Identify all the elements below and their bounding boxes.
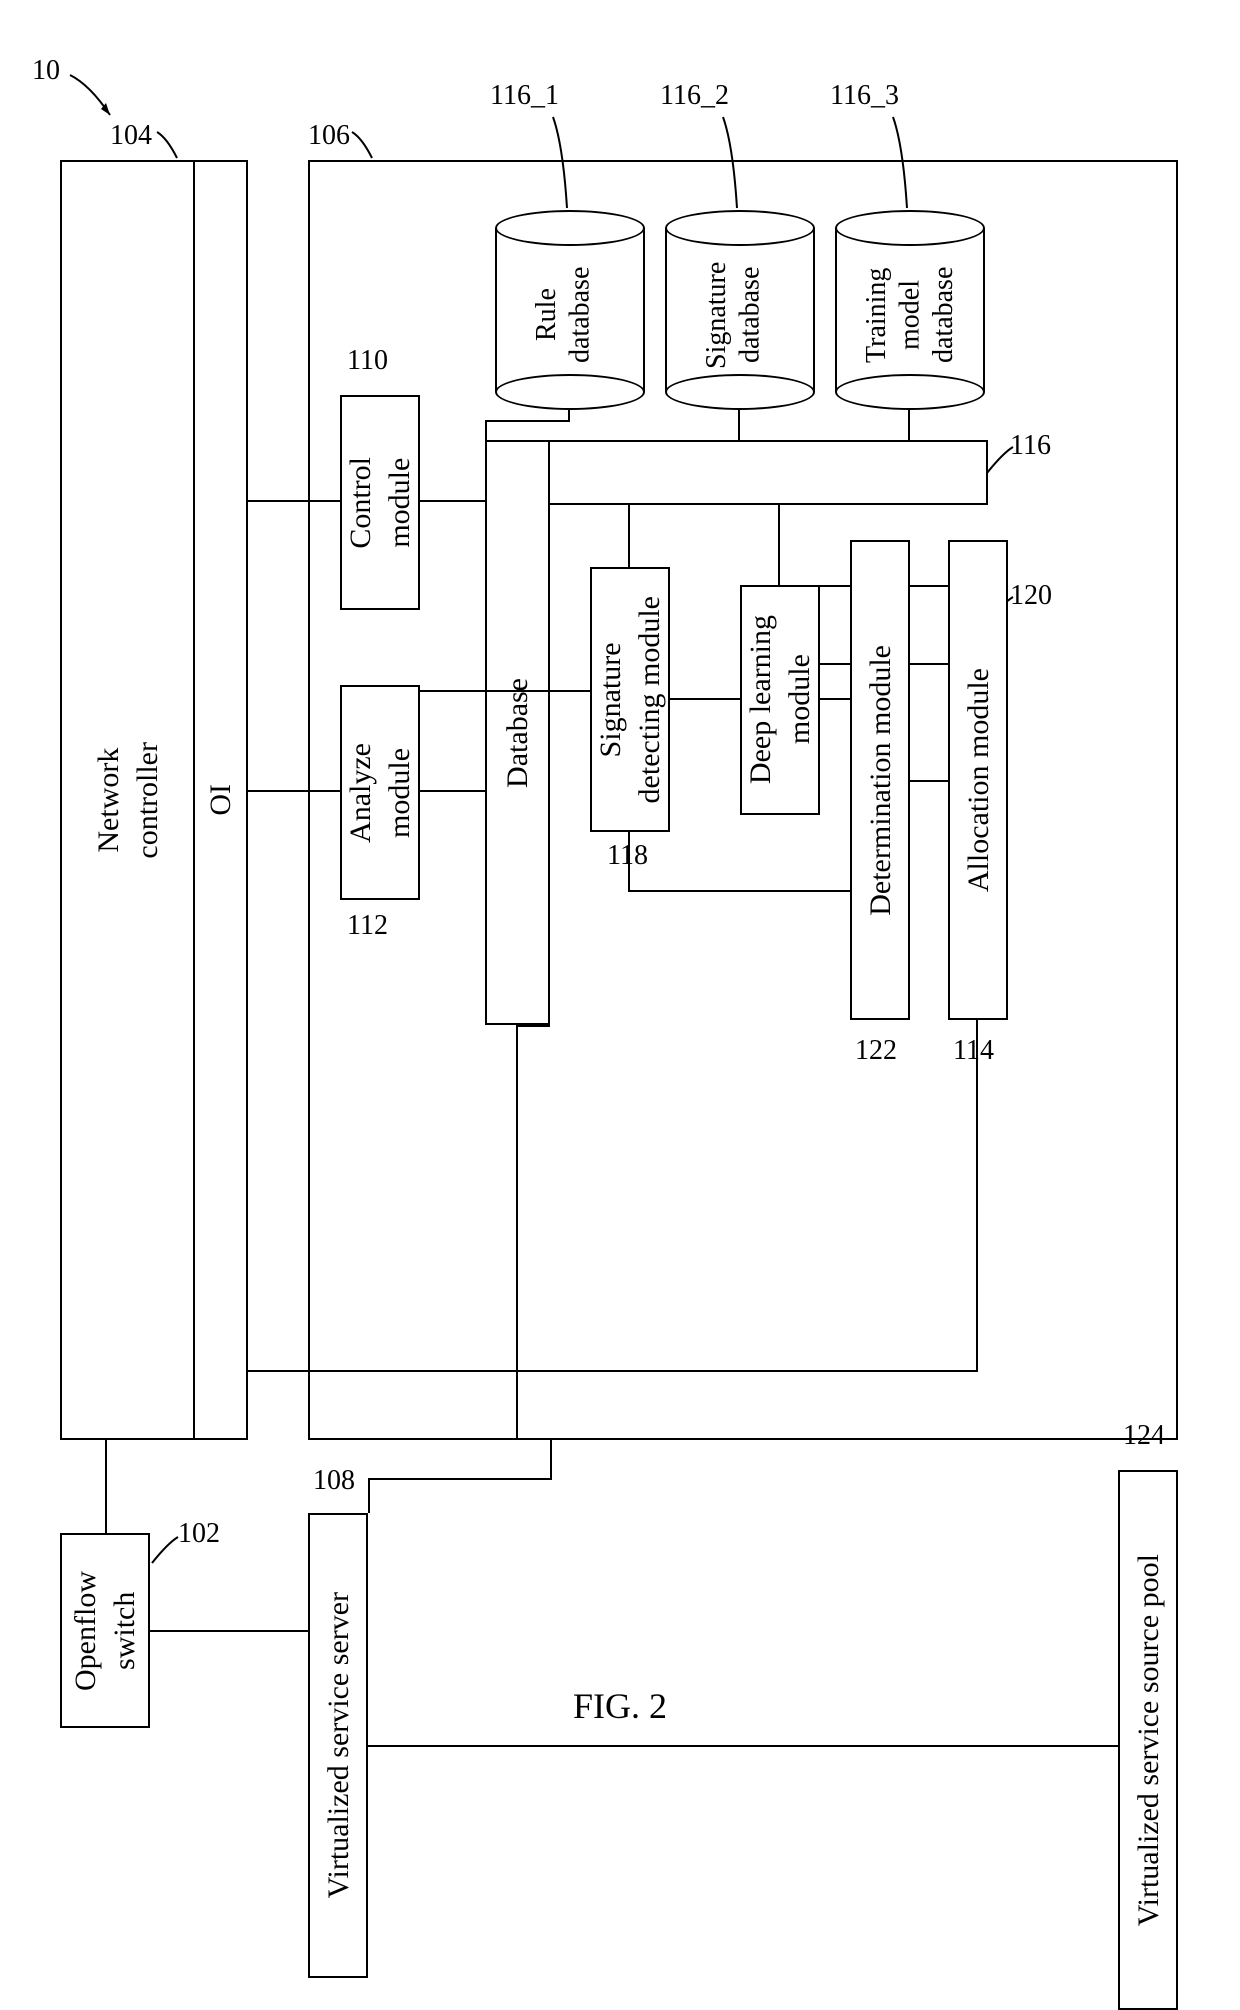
openflow-switch-ref: 102 [178,1518,220,1550]
figure-caption: FIG. 2 [573,1685,667,1727]
conn-oi-analyze [248,790,340,792]
training-db-label: Training model database [860,235,960,395]
nc-leader [155,130,185,160]
determination-ref: 122 [855,1035,897,1067]
conn-sig-dl [670,698,740,700]
conn-main-vs1 [550,1440,552,1480]
conn-alloc-down [976,1020,978,1372]
virtualized-server-label: Virtualized service server [319,1592,358,1898]
allocation-label: Allocation module [959,668,998,892]
system-ref-label: 10 [32,55,60,87]
conn-dl-det [820,698,850,700]
signature-db-cylinder: Signature database [665,210,815,410]
system-diagram: 10 Network controller 104 OI 106 Control… [50,50,1190,1750]
network-controller-label: Network controller [89,742,167,859]
conn-main-vs2 [368,1478,552,1480]
signature-detecting-label: Signature detecting module [591,596,669,803]
analyze-module-ref: 112 [347,910,388,942]
deep-learning-ref: 120 [1010,580,1052,612]
conn-analyze-sig [420,690,590,692]
control-module-box: Control module [340,395,420,610]
virtualized-pool-box: Virtualized service source pool [1118,1470,1178,2010]
control-module-ref: 110 [347,345,388,377]
rule-db-ref: 116_1 [490,80,559,112]
database-label: Database [498,678,537,788]
conn-oi-control [248,500,340,502]
virtualized-server-box: Virtualized service server [308,1513,368,1978]
determination-label: Determination module [861,645,900,916]
conn-analyze-db [420,790,485,792]
training-db-ref: 116_3 [830,80,899,112]
conn-oi-bottom [248,1370,978,1372]
virtualized-pool-label: Virtualized service source pool [1129,1554,1168,1926]
conn-rule-db [485,420,570,422]
openflow-switch-label: Openflow switch [66,1571,144,1691]
conn-vs-pool [368,1745,1118,1747]
main-container-ref: 106 [308,120,350,152]
network-controller-box: Network controller [60,160,195,1440]
determination-box: Determination module [850,540,910,1020]
conn-sig-det2 [628,890,850,892]
control-module-label: Control module [341,457,419,549]
of-leader [150,1535,180,1565]
allocation-ref: 114 [953,1035,994,1067]
conn-main-vs3 [368,1478,370,1513]
openflow-switch-box: Openflow switch [60,1533,150,1728]
signature-db-ref: 116_2 [660,80,729,112]
rule-leader [545,115,575,210]
network-controller-ref: 104 [110,120,152,152]
conn-traindb-db [908,410,910,440]
oi-box: OI [193,160,248,1440]
deep-learning-label: Deep learning module [741,615,819,784]
main-leader [350,130,380,160]
conn-det-alloc [910,780,948,782]
virtualized-server-ref: 108 [313,1465,355,1497]
conn-control-db [420,500,485,502]
conn-sig-det1 [628,832,630,892]
oi-label: OI [201,784,240,816]
analyze-module-box: Analyze module [340,685,420,900]
rule-db-label: Rule database [530,250,610,380]
virtualized-pool-ref: 124 [1123,1420,1165,1452]
db-leader [985,445,1015,475]
conn-nc-of [105,1440,107,1533]
signature-db-label: Signature database [700,240,780,390]
deep-learning-box: Deep learning module [740,585,820,815]
database-ref: 116 [1010,430,1051,462]
training-db-cylinder: Training model database [835,210,985,410]
train-leader [885,115,915,210]
signature-detecting-box: Signature detecting module [590,567,670,832]
conn-db-sig [628,505,630,567]
rule-db-cylinder: Rule database [495,210,645,410]
analyze-module-label: Analyze module [341,743,419,843]
conn-sigdb-db [738,410,740,440]
allocation-box: Allocation module [948,540,1008,1020]
conn-db-dl [778,505,780,585]
conn-of-vs [150,1630,308,1632]
sig-leader [715,115,745,210]
database-box: Database [485,440,550,1025]
